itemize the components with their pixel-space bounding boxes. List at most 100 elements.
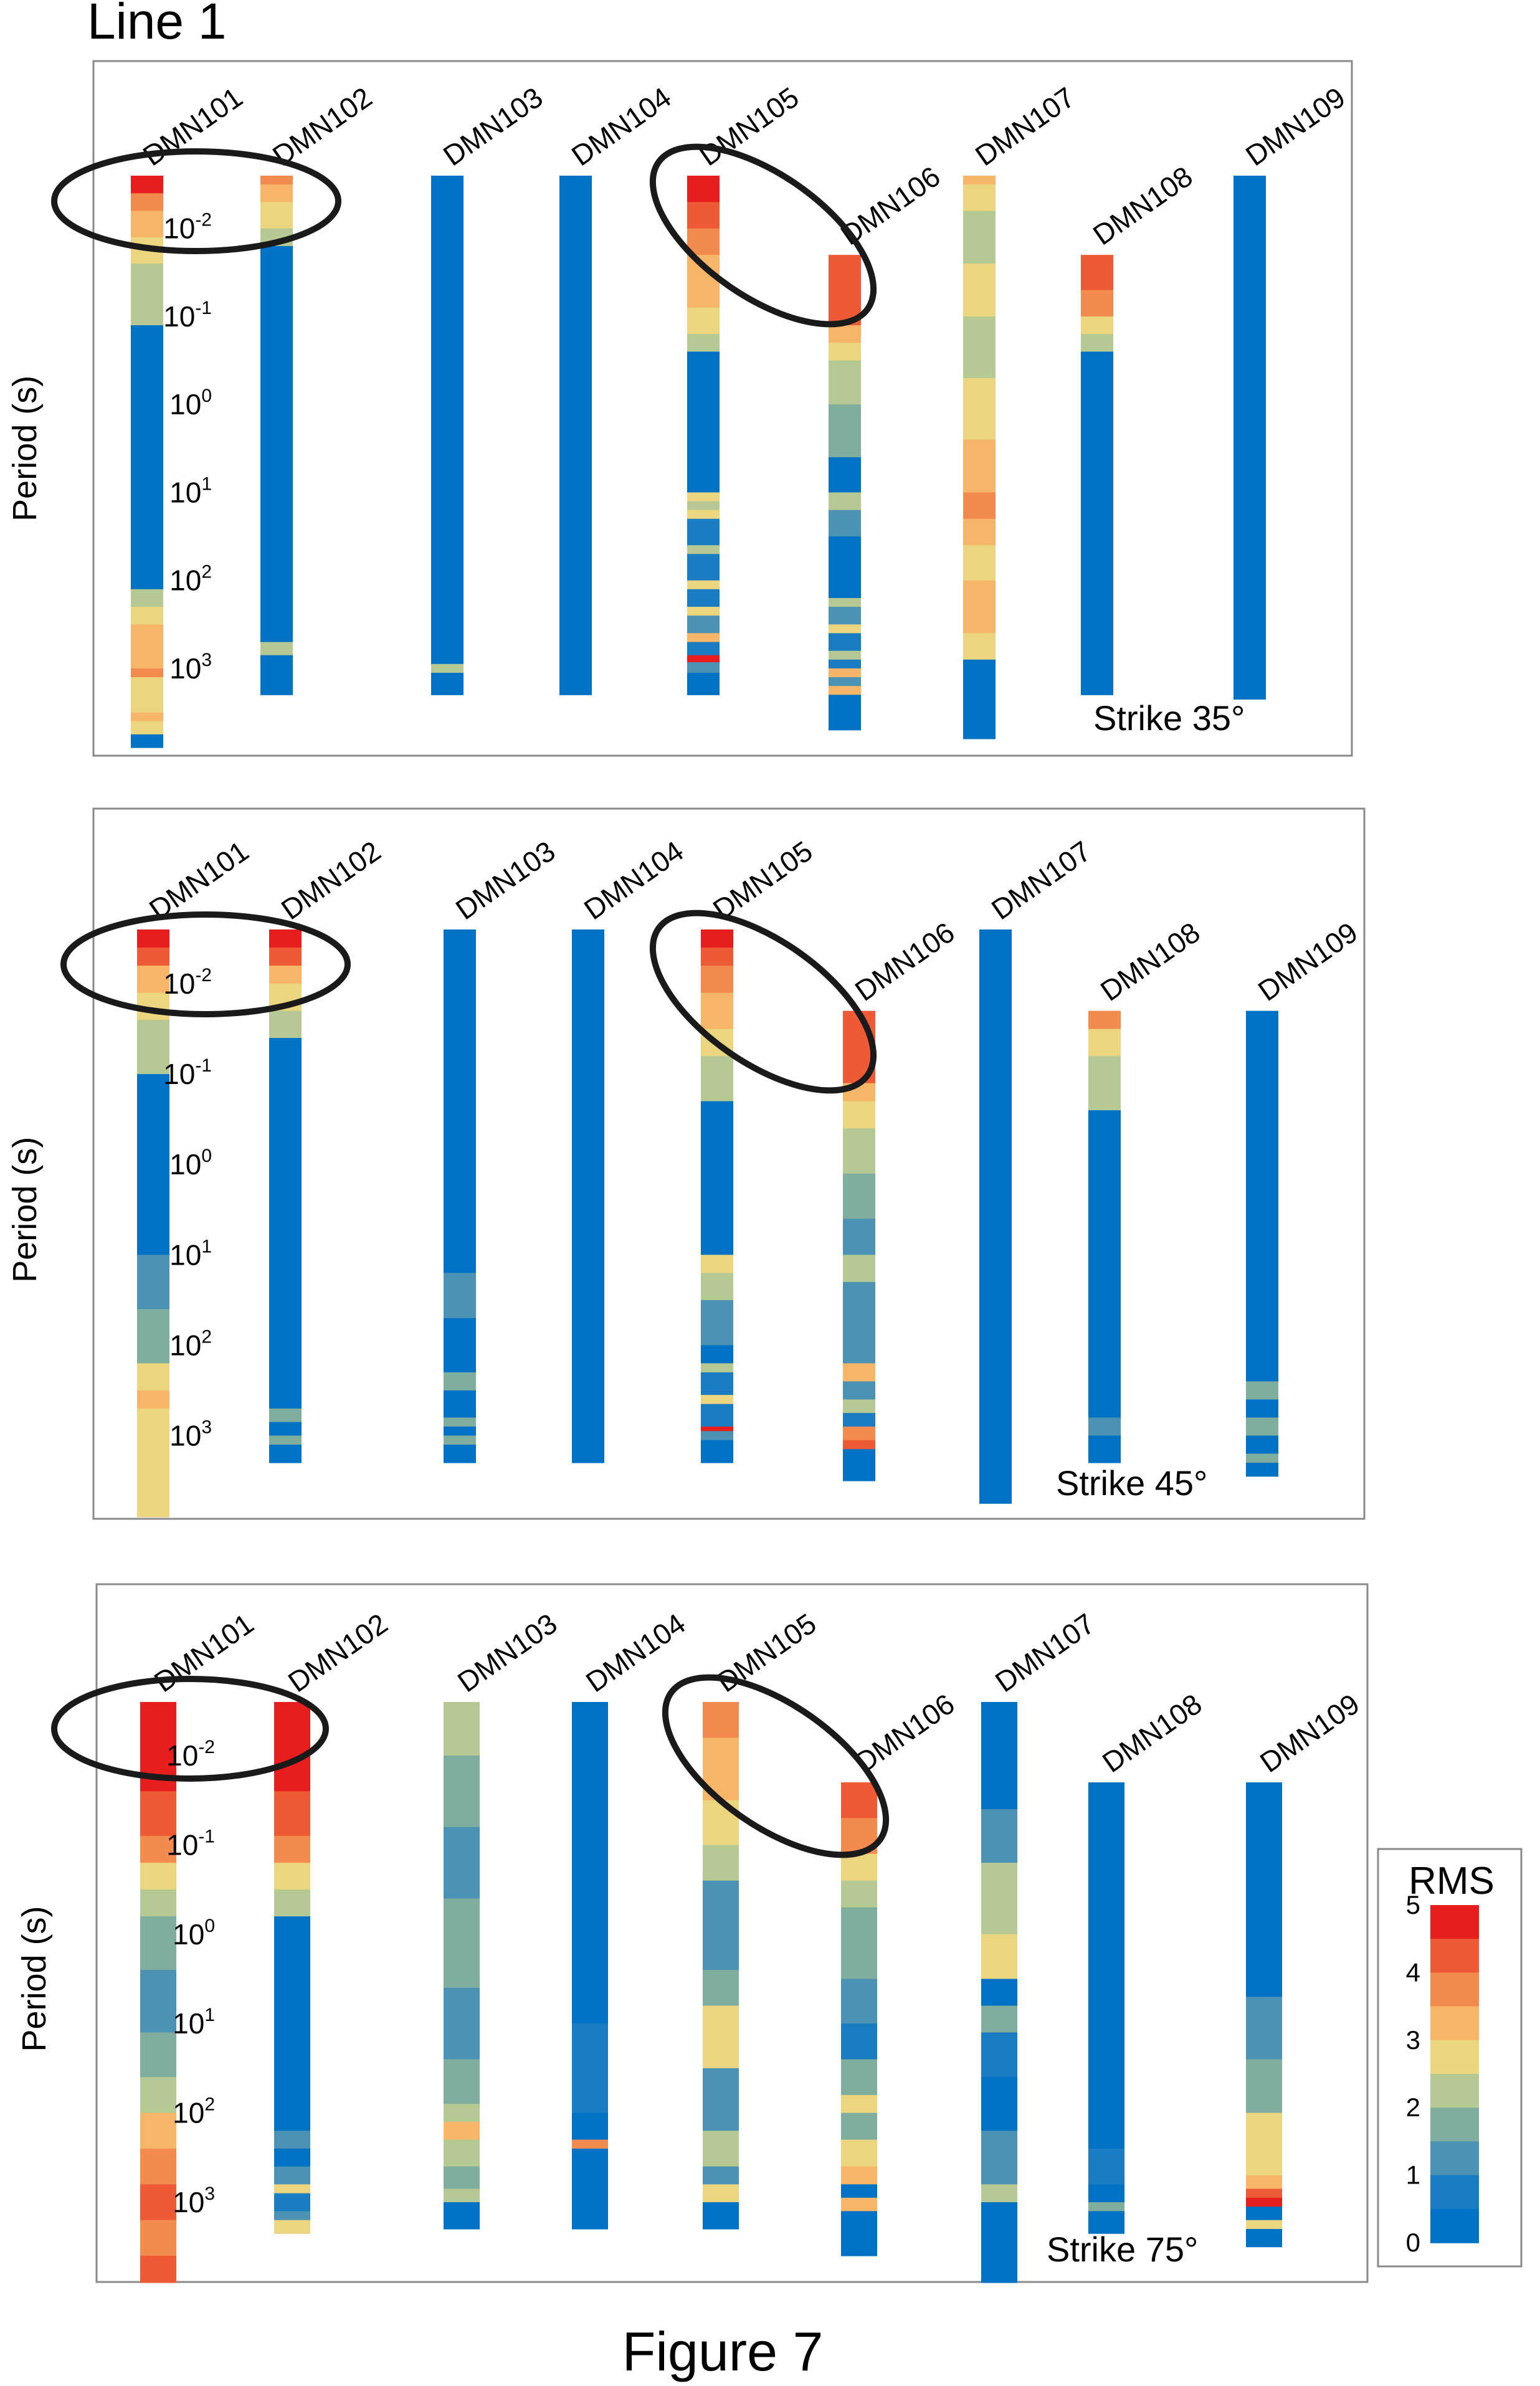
rms-cell [829,650,861,660]
colorbar-cell [1430,2056,1479,2063]
panel-frame [92,807,1366,1520]
colorbar-cell [1430,2214,1479,2221]
rms-cell [269,1010,302,1039]
panel-ylabel: Period (s) [16,1906,53,2051]
y-tick-exponent: -2 [198,1737,215,1757]
rms-cell [701,992,733,1030]
rms-cell [963,176,996,185]
y-tick-exponent: 1 [201,1236,212,1257]
colorbar-cell [1430,2169,1479,2176]
rms-cell [269,929,302,948]
rms-cell [274,2220,310,2234]
rms-cell [137,966,169,994]
y-tick-base: 10 [169,1238,201,1271]
rms-cell [274,1863,310,1890]
rms-cell [274,2131,310,2149]
station-label: DMN105 [707,834,819,926]
rms-cell [274,2148,310,2167]
rms-cell [979,929,1012,1504]
rms-cell [140,2077,176,2114]
rms-cell [841,2139,877,2167]
rms-cell [137,1408,169,1445]
rms-cell [981,2005,1017,2033]
colorbar-cell [1430,1961,1479,1968]
rms-cell [131,264,163,291]
rms-cell [269,1038,302,1409]
colorbar-cell [1430,2197,1479,2204]
rms-cell [701,1273,733,1301]
rms-cell [274,1836,310,1863]
y-tick-exponent: 0 [201,1146,212,1166]
rms-cell [131,607,163,625]
station-column [572,929,604,1463]
station-column [1246,1782,1282,2248]
rms-cell [140,1791,176,1837]
y-tick-base: 10 [169,1329,201,1361]
colorbar-tick-label: 1 [1406,2160,1420,2190]
colorbar-cell [1430,2079,1479,2086]
rms-cell [841,2184,877,2198]
rms-cell [572,1702,608,2024]
panel-ylabel: Period (s) [6,376,44,521]
rms-cell [431,672,463,695]
rms-cell [137,948,169,966]
rms-cell [687,518,720,546]
station-column [1088,1782,1124,2234]
rms-cell [843,1449,875,1481]
y-tick-exponent: -2 [195,210,212,231]
colorbar-cell [1430,2147,1479,2154]
rms-cell [269,1422,302,1437]
rms-cell [687,176,720,202]
y-tick-exponent: 1 [201,473,212,494]
panel-annotation: Strike 35° [1093,698,1245,738]
colorbar-cell [1430,1956,1479,1962]
colorbar-cell [1430,2152,1479,2159]
rms-cell [260,184,293,202]
rms-cell [701,1395,733,1405]
rms-cell [841,2166,877,2185]
rms-cell [1246,1010,1278,1382]
colorbar-title: RMS [1409,1860,1495,1903]
rms-cell [1081,290,1113,317]
y-tick-label: 10-1 [166,1826,215,1861]
station-column [1233,176,1266,700]
colorbar-cell [1430,2231,1479,2238]
rms-cell [1088,1782,1124,2149]
rms-cell [841,2059,877,2096]
panel-layer: DMN101 DMN102 DMN103 DMN104 DMN105DMN106DMN1… [51,80,1351,748]
rms-cell [841,1979,877,2024]
colorbar-tick-label: 5 [1406,1890,1420,1919]
colorbar-cell [1430,2012,1479,2018]
colorbar-cell [1430,2040,1479,2046]
station-label: DMN108 [1087,160,1199,252]
rms-cell [703,2005,739,2069]
rms-cell [444,929,476,1273]
highlight-ellipse [51,1676,329,1782]
rms-cell [269,1435,302,1445]
rms-cell [1246,2207,1282,2221]
rms-cell [843,1399,875,1414]
rms-cell [140,2255,176,2283]
colorbar-cell [1430,2062,1479,2069]
rms-cell [687,633,720,643]
rms-cell [131,325,163,590]
rms-cell [687,281,720,308]
rms-cell [1088,2202,1124,2212]
y-tick-base: 10 [169,564,201,597]
panel-layer: DMN101 DMN102 DMN103 DMN104 DMN105DMN106DMN1… [51,1607,1365,2283]
colorbar-cell [1430,1916,1479,1923]
rms-cell [1246,1381,1278,1400]
rms-cell [843,1101,875,1129]
rms-cell [963,439,996,467]
rms-cell [687,334,720,353]
line-label: Line 1 [87,0,226,50]
y-tick-base: 10 [169,476,201,508]
y-tick-exponent: 0 [204,1916,215,1936]
colorbar-cell [1430,2074,1479,2080]
colorbar-cell [1430,1933,1479,1939]
rms-cell [274,1791,310,1837]
rms-cell [963,378,996,440]
station-column [444,929,476,1463]
station-column [979,929,1012,1504]
rms-cell [841,1853,877,1881]
